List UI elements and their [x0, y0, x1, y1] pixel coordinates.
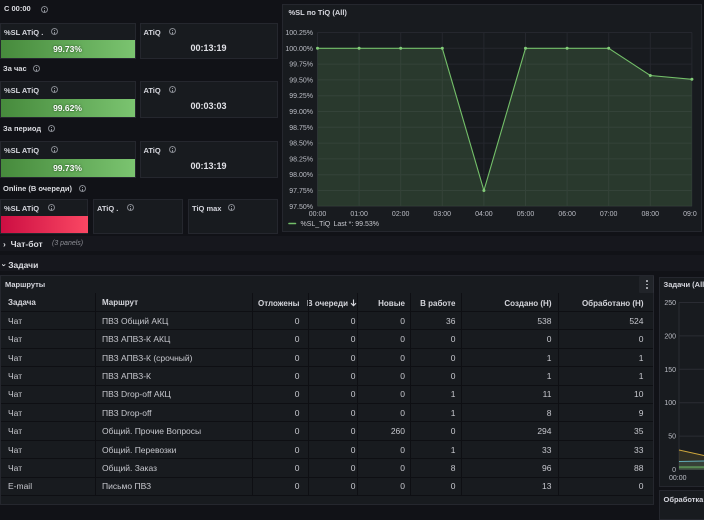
svg-text:09:00: 09:00 — [683, 211, 697, 218]
svg-text:0: 0 — [672, 467, 676, 474]
svg-text:150: 150 — [664, 366, 676, 373]
svg-text:200: 200 — [664, 333, 676, 340]
svg-text:98.75%: 98.75% — [289, 125, 313, 132]
svg-text:00:00: 00:00 — [308, 211, 326, 218]
svg-text:100.00%: 100.00% — [285, 46, 313, 53]
svg-text:03:00: 03:00 — [433, 211, 451, 218]
svg-text:100.25%: 100.25% — [285, 30, 313, 37]
svg-text:02:00: 02:00 — [391, 211, 409, 218]
svg-text:98.00%: 98.00% — [289, 172, 313, 179]
svg-text:99.75%: 99.75% — [289, 62, 313, 69]
svg-text:08:00: 08:00 — [641, 211, 659, 218]
svg-text:Last *: 99.53%: Last *: 99.53% — [333, 221, 379, 228]
svg-text:05:00: 05:00 — [516, 211, 534, 218]
svg-text:250: 250 — [664, 300, 676, 307]
svg-text:99.00%: 99.00% — [289, 109, 313, 116]
svg-text:04:00: 04:00 — [475, 211, 493, 218]
svg-text:00:00: 00:00 — [669, 475, 687, 482]
svg-text:100: 100 — [664, 400, 676, 407]
svg-text:97.50%: 97.50% — [289, 204, 313, 211]
svg-text:01:00: 01:00 — [350, 211, 368, 218]
svg-text:07:00: 07:00 — [599, 211, 617, 218]
svg-text:%SL_TiQ: %SL_TiQ — [300, 221, 330, 228]
svg-text:06:00: 06:00 — [558, 211, 576, 218]
svg-text:50: 50 — [668, 433, 676, 440]
svg-text:98.25%: 98.25% — [289, 156, 313, 163]
svg-text:99.50%: 99.50% — [289, 77, 313, 84]
svg-text:97.75%: 97.75% — [289, 188, 313, 195]
svg-text:98.50%: 98.50% — [289, 141, 313, 148]
svg-text:99.25%: 99.25% — [289, 93, 313, 100]
